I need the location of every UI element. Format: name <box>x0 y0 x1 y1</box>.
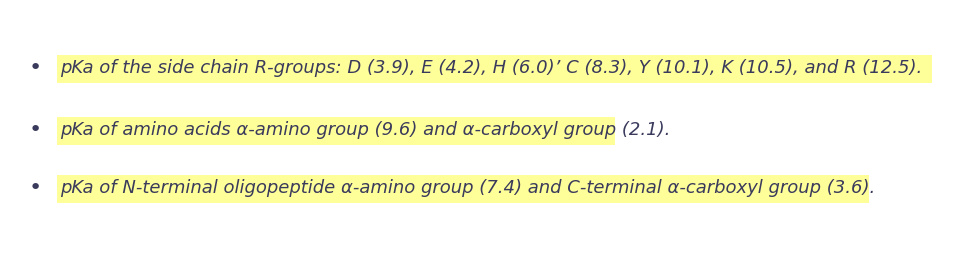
Text: pKa of the side chain R-groups: D (3.9), E (4.2), H (6.0)’ C (8.3), Y (10.1), K : pKa of the side chain R-groups: D (3.9),… <box>60 59 921 77</box>
Text: pKa of amino acids α-amino group (9.6) and α-carboxyl group (2.1).: pKa of amino acids α-amino group (9.6) a… <box>60 121 669 139</box>
Bar <box>57 55 931 83</box>
Text: •: • <box>28 178 42 198</box>
Bar <box>57 117 615 145</box>
Text: pKa of N-terminal oligopeptide α-amino group (7.4) and C-terminal α-carboxyl gro: pKa of N-terminal oligopeptide α-amino g… <box>60 179 874 197</box>
Text: •: • <box>28 120 42 140</box>
Bar <box>57 175 869 203</box>
Text: •: • <box>28 58 42 78</box>
